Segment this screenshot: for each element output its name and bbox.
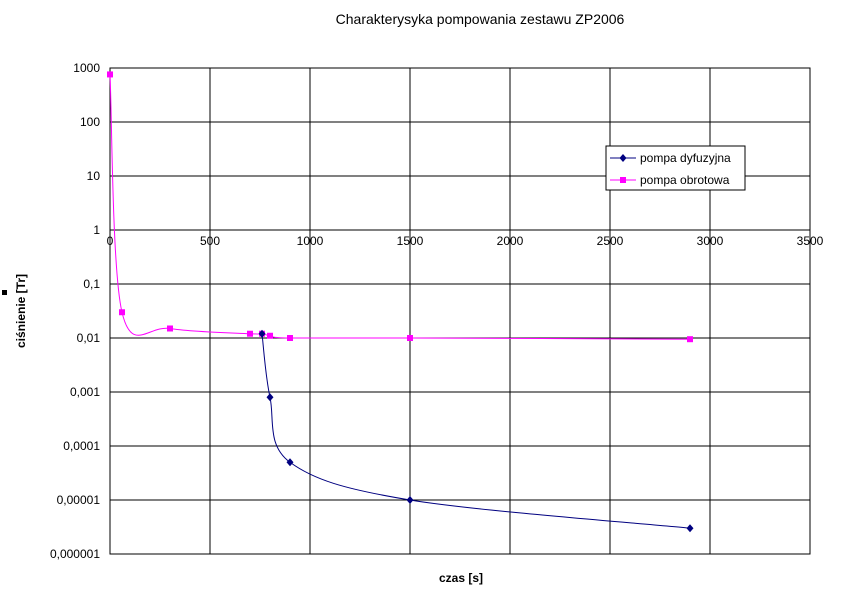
y-tick-label: 10 xyxy=(87,169,101,183)
x-axis-title: czas [s] xyxy=(439,571,483,585)
x-tick-label: 3000 xyxy=(697,234,724,248)
x-tick-label: 0 xyxy=(107,234,114,248)
y-axis-marker xyxy=(2,290,7,295)
legend-label: pompa dyfuzyjna xyxy=(640,151,731,165)
legend-item: pompa dyfuzyjna xyxy=(610,151,731,165)
x-tick-label: 1000 xyxy=(297,234,324,248)
data-point xyxy=(407,335,413,341)
x-tick-label: 3500 xyxy=(797,234,824,248)
y-tick-label: 0,01 xyxy=(77,331,101,345)
data-point xyxy=(247,330,253,337)
series-line xyxy=(109,74,691,340)
data-point xyxy=(119,309,125,316)
y-tick-label: 1000 xyxy=(73,61,100,75)
data-point xyxy=(286,458,294,467)
y-tick-label: 0,00001 xyxy=(57,493,101,507)
data-point xyxy=(406,496,414,504)
data-point xyxy=(267,332,273,339)
legend-box xyxy=(605,145,746,191)
x-axis-ticks: 0 500 1000 1500 2000 2500 3000 3500 xyxy=(107,234,824,248)
legend-item: pompa obrotowa xyxy=(610,173,730,187)
legend-label: pompa obrotowa xyxy=(640,173,730,187)
x-tick-label: 2500 xyxy=(597,234,624,248)
chart-title: Charakterysyka pompowania zestawu ZP2006 xyxy=(336,11,625,27)
y-tick-label: 0,000001 xyxy=(50,547,100,561)
series-layer xyxy=(107,71,694,533)
y-axis-title: ciśnienie [Tr] xyxy=(14,274,28,348)
data-point xyxy=(287,335,293,341)
legend-marker xyxy=(620,177,626,183)
series-pompa-dyfuzyjna xyxy=(258,329,694,533)
data-point xyxy=(167,325,173,332)
x-tick-label: 500 xyxy=(200,234,220,248)
legend: pompa dyfuzyjna pompa obrotowa xyxy=(605,145,746,191)
y-tick-label: 1 xyxy=(93,223,100,237)
x-tick-label: 2000 xyxy=(497,234,524,248)
y-axis-ticks: 1000 100 10 1 0,1 0,01 0,001 0,0001 0,00001 0,000… xyxy=(50,61,100,561)
grid xyxy=(109,67,811,555)
y-tick-label: 100 xyxy=(80,115,100,129)
series-pompa-obrotowa xyxy=(107,71,693,343)
y-tick-label: 0,0001 xyxy=(63,439,100,453)
series-line xyxy=(261,333,691,529)
plot-area xyxy=(109,67,811,555)
legend-marker xyxy=(619,154,627,162)
data-point xyxy=(266,393,274,402)
y-tick-label: 0,001 xyxy=(70,385,100,399)
data-point xyxy=(686,524,694,533)
data-point xyxy=(687,336,693,343)
y-tick-label: 0,1 xyxy=(83,277,100,291)
data-point xyxy=(258,329,266,338)
data-point xyxy=(107,71,113,78)
x-tick-label: 1500 xyxy=(397,234,424,248)
